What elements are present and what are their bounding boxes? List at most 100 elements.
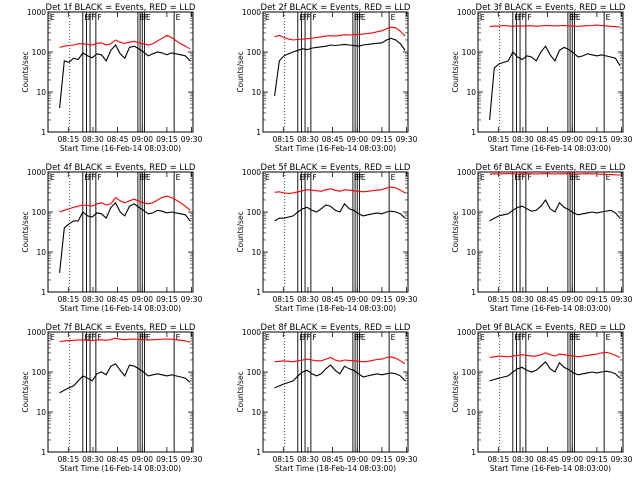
event-marker-label: E — [146, 333, 151, 342]
plot-frame — [47, 11, 194, 133]
event-marker-label: F — [144, 173, 148, 182]
events-series-line — [59, 201, 191, 273]
x-tick-label: 08:45 — [537, 455, 559, 464]
panel-title: Det 8f BLACK = Events, RED = LLD — [261, 323, 411, 333]
event-marker-label: F — [92, 333, 96, 342]
x-tick-label: 08:15 — [57, 135, 79, 144]
panel-title: Det 9f BLACK = Events, RED = LLD — [476, 323, 626, 333]
x-tick-label: 08:30 — [297, 295, 319, 304]
x-tick-label: 09:30 — [396, 455, 418, 464]
event-marker-label: E — [146, 173, 151, 182]
y-tick-label: 10 — [466, 408, 476, 417]
x-tick-label: 09:15 — [586, 295, 608, 304]
x-axis-label: Start Time (16-Feb-14 08:03:00) — [275, 144, 396, 153]
lld-series-line — [274, 356, 406, 365]
y-tick-label: 10 — [466, 88, 476, 97]
x-tick-label: 08:15 — [487, 295, 509, 304]
event-marker-label: F — [97, 173, 101, 182]
y-axis-label: Counts/sec — [236, 51, 245, 92]
y-tick-label: 100 — [247, 368, 262, 377]
y-tick-label: 1 — [256, 448, 261, 457]
x-axis-label: Start Time (16-Feb-14 08:03:00) — [490, 464, 611, 473]
x-axis-label: Start Time (16-Feb-14 08:03:00) — [60, 144, 181, 153]
plot-frame — [47, 331, 194, 453]
x-tick-label: 08:30 — [297, 135, 319, 144]
chart-panel-7: Det 7f BLACK = Events, RED = LLD 1 10 100 10… — [21, 323, 203, 473]
x-tick-label: 09:30 — [611, 135, 633, 144]
event-marker-label: E — [176, 333, 181, 342]
chart-panel-3: Det 3f BLACK = Events, RED = LLD 1 10 100 10… — [451, 3, 633, 153]
event-marker-label: F — [527, 173, 531, 182]
x-tick-label: 09:15 — [156, 135, 178, 144]
x-tick-label: 08:30 — [512, 135, 534, 144]
event-marker-label: F — [572, 173, 576, 182]
y-tick-label: 1 — [256, 128, 261, 137]
y-tick-label: 100 — [462, 208, 477, 217]
event-marker-label: F — [522, 13, 526, 22]
x-tick-label: 09:15 — [156, 455, 178, 464]
x-tick-label: 09:15 — [371, 135, 393, 144]
x-tick-label: 09:30 — [396, 135, 418, 144]
lld-series-line — [59, 34, 191, 50]
events-series-line — [274, 202, 406, 222]
y-tick-label: 1000 — [27, 8, 46, 17]
event-marker-label: F — [357, 13, 361, 22]
y-axis-label: Counts/sec — [236, 371, 245, 412]
x-tick-label: 08:15 — [487, 135, 509, 144]
x-tick-label: 08:15 — [272, 295, 294, 304]
chart-panel-6: Det 6f BLACK = Events, RED = LLD 1 10 100 10… — [451, 163, 633, 313]
x-tick-label: 08:45 — [537, 295, 559, 304]
x-tick-label: 09:00 — [346, 295, 368, 304]
events-series-line — [59, 363, 191, 394]
y-tick-label: 1000 — [27, 328, 46, 337]
y-tick-label: 1000 — [457, 168, 476, 177]
events-series-line — [274, 37, 406, 96]
y-tick-label: 100 — [247, 48, 262, 57]
event-marker-label: F — [142, 13, 146, 22]
event-marker-label: F — [357, 333, 361, 342]
x-tick-label: 08:15 — [57, 295, 79, 304]
event-marker-label: F — [97, 13, 101, 22]
y-tick-label: 1 — [471, 128, 476, 137]
event-marker-label: E — [391, 333, 396, 342]
y-axis-label: Counts/sec — [236, 211, 245, 252]
x-tick-label: 09:00 — [131, 295, 153, 304]
y-tick-label: 1000 — [242, 8, 261, 17]
event-marker-label: E — [576, 333, 581, 342]
chart-panel-5: Det 5f BLACK = Events, RED = LLD 1 10 100 10… — [236, 163, 418, 313]
y-tick-label: 10 — [251, 408, 261, 417]
x-tick-label: 09:00 — [561, 455, 583, 464]
x-tick-label: 08:15 — [57, 455, 79, 464]
event-marker-label: F — [97, 333, 101, 342]
y-tick-label: 1 — [471, 448, 476, 457]
events-series-line — [274, 364, 406, 389]
x-tick-label: 09:15 — [586, 135, 608, 144]
y-axis-label: Counts/sec — [21, 371, 30, 412]
y-tick-label: 100 — [462, 48, 477, 57]
event-marker-label: E — [606, 173, 611, 182]
event-marker-label: E — [606, 333, 611, 342]
event-marker-label: E — [361, 333, 366, 342]
lld-series-line — [489, 24, 621, 28]
x-tick-label: 09:15 — [371, 455, 393, 464]
lld-series-line — [59, 195, 191, 213]
y-tick-label: 1 — [256, 288, 261, 297]
event-marker-label: E — [265, 13, 270, 22]
event-marker-label: F — [92, 13, 96, 22]
event-marker-label: F — [359, 173, 363, 182]
chart-panel-2: Det 2f BLACK = Events, RED = LLD 1 10 100 10… — [236, 3, 418, 153]
y-tick-label: 100 — [32, 368, 47, 377]
y-tick-label: 100 — [247, 208, 262, 217]
lld-series-line — [489, 351, 621, 359]
y-tick-label: 1000 — [242, 168, 261, 177]
event-marker-label: F — [312, 173, 316, 182]
event-marker-label: E — [480, 173, 485, 182]
x-axis-label: Start Time (16-Feb-14 08:03:00) — [60, 304, 181, 313]
panel-title: Det 3f BLACK = Events, RED = LLD — [476, 3, 626, 13]
x-tick-label: 09:30 — [396, 295, 418, 304]
event-marker-label: F — [522, 333, 526, 342]
panel-title: Det 4f BLACK = Events, RED = LLD — [46, 163, 196, 173]
y-tick-label: 100 — [32, 208, 47, 217]
panel-title: Det 5f BLACK = Events, RED = LLD — [261, 163, 411, 173]
plot-frame — [262, 331, 409, 453]
